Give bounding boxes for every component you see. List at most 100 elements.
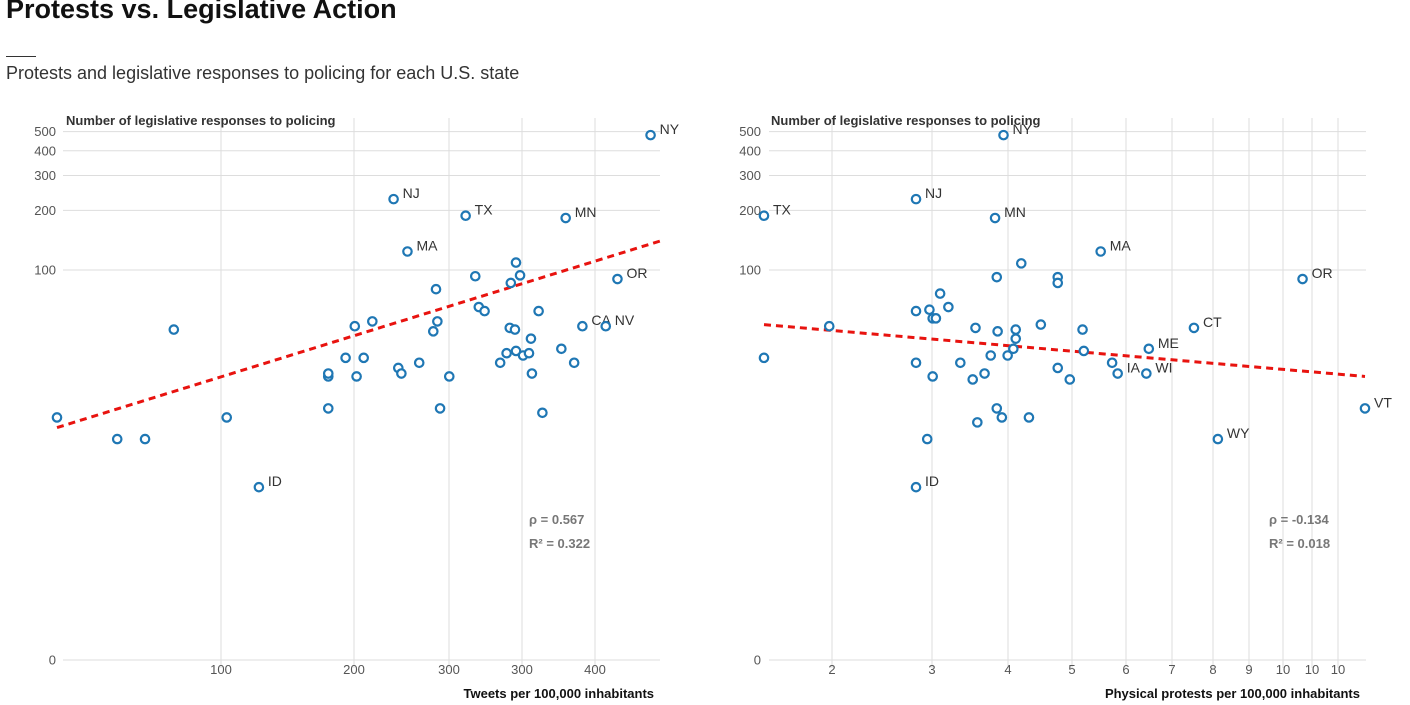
stat-r2: R² = 0.322 — [529, 536, 590, 551]
x-tick-label: 400 — [584, 662, 606, 677]
data-point — [1106, 357, 1118, 369]
x-tick-label: 9 — [1245, 662, 1252, 677]
data-point — [991, 403, 1003, 414]
x-tick-label: 10 — [1331, 662, 1345, 677]
point-tx — [758, 210, 770, 222]
data-point — [1008, 343, 1019, 355]
data-point — [985, 350, 997, 361]
data-point — [943, 301, 954, 313]
point-ny — [998, 129, 1009, 141]
data-point — [510, 257, 522, 268]
data-point — [1002, 350, 1013, 361]
y-axis-title: Number of legislative responses to polic… — [66, 113, 336, 128]
data-point — [523, 347, 535, 359]
data-point — [992, 326, 1003, 337]
point-wi — [1141, 368, 1152, 379]
y-axis-title: Number of legislative responses to polic… — [771, 113, 1041, 128]
data-point — [367, 316, 378, 327]
point-label-mn: MN — [575, 204, 597, 220]
data-point — [996, 412, 1008, 423]
point-ma — [1095, 246, 1106, 257]
data-point — [479, 305, 490, 317]
data-point — [322, 368, 334, 379]
data-point — [505, 277, 517, 289]
point-label-nj: NJ — [925, 185, 942, 201]
point-label-ia: IA — [1127, 360, 1141, 376]
data-point — [526, 368, 538, 379]
point-ct — [1188, 322, 1200, 334]
data-point — [432, 316, 443, 327]
data-point — [51, 412, 63, 423]
point-label-vt: VT — [1374, 394, 1392, 410]
stat-rho: ρ = -0.134 — [1269, 512, 1329, 527]
y-tick-label: 300 — [34, 168, 56, 183]
data-point — [1077, 324, 1088, 335]
chart-panel-2: 500 400 300 200 100 0 2 3 4 5 6 7 8 9 10 10 10 Number of … — [739, 113, 1392, 701]
point-label-nj: NJ — [403, 185, 420, 201]
point-wy — [1212, 433, 1224, 445]
data-point — [758, 352, 770, 364]
title-rule — [6, 56, 36, 57]
trend-line — [56, 239, 661, 430]
stat-r2: R² = 0.018 — [1269, 536, 1330, 551]
y-tick-label: 0 — [754, 653, 761, 668]
x-tick-label: 300 — [438, 662, 460, 677]
y-tick-label: 500 — [739, 124, 761, 139]
y-tick-label: 0 — [49, 653, 56, 668]
data-point — [358, 352, 370, 364]
point-id — [253, 481, 265, 493]
data-point — [1035, 319, 1047, 330]
data-point — [340, 352, 351, 364]
point-label-wy: WY — [1227, 425, 1250, 441]
stat-rho: ρ = 0.567 — [529, 512, 584, 527]
data-point — [443, 371, 455, 382]
y-tick-label: 300 — [739, 168, 761, 183]
data-point — [396, 368, 407, 379]
point-label-ny: NY — [660, 121, 680, 137]
point-label-mn: MN — [1004, 204, 1026, 220]
x-axis-title: Physical protests per 100,000 inhabitant… — [1105, 686, 1360, 701]
point-label-tx: TX — [475, 202, 494, 218]
data-point — [349, 320, 361, 332]
data-point — [168, 324, 180, 335]
page-subtitle: Protests and legislative responses to po… — [6, 63, 520, 83]
point-ny — [645, 129, 656, 141]
data-point — [351, 371, 362, 382]
data-point — [972, 417, 983, 428]
y-tick-label: 100 — [739, 263, 761, 278]
point-me — [1143, 343, 1155, 355]
trend-line — [763, 323, 1366, 378]
data-point — [1010, 333, 1022, 344]
point-label-ma: MA — [416, 238, 438, 254]
data-point — [494, 357, 506, 369]
data-point — [509, 324, 521, 335]
data-point — [991, 271, 1003, 283]
data-point — [221, 412, 233, 423]
data-point — [967, 374, 979, 385]
data-point — [111, 433, 123, 445]
data-point — [514, 270, 526, 281]
point-or — [1297, 273, 1308, 285]
data-point — [556, 343, 567, 355]
point-label-me: ME — [1158, 335, 1179, 351]
x-tick-label: 100 — [210, 662, 232, 677]
data-point — [955, 357, 966, 369]
point-nv — [600, 320, 612, 332]
data-point — [430, 283, 442, 295]
x-tick-label: 2 — [828, 662, 835, 677]
x-axis-title: Tweets per 100,000 inhabitants — [464, 686, 655, 701]
chart-panel-1: 500 400 300 200 100 0 100 200 300 300 400 Number of… — [34, 113, 679, 701]
point-or — [612, 273, 623, 285]
point-label-tx: TX — [773, 202, 792, 218]
data-point — [930, 313, 942, 324]
point-label-ma: MA — [1110, 238, 1132, 254]
data-point — [934, 288, 946, 299]
x-tick-label: 4 — [1004, 662, 1011, 677]
data-point — [469, 270, 481, 282]
data-point — [525, 333, 537, 344]
data-point — [139, 433, 151, 445]
point-vt — [1359, 403, 1371, 414]
data-point — [322, 403, 334, 414]
point-ia — [1112, 368, 1123, 379]
x-tick-label: 5 — [1068, 662, 1075, 677]
